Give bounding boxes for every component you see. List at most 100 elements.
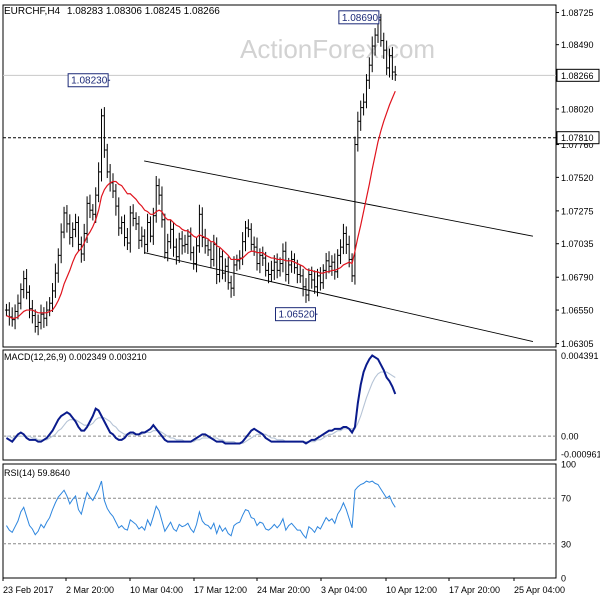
channel-lower-line <box>144 252 534 342</box>
price-bar <box>169 219 173 249</box>
price-bar <box>344 226 348 254</box>
price-bar <box>232 256 236 297</box>
price-annotations: 1.08690 1.08230 1.06520 <box>67 10 381 322</box>
price-bar <box>382 32 386 59</box>
panel-frame-1 <box>2 349 557 461</box>
price-bar <box>140 226 144 248</box>
x-tick-label: 3 Apr 04:00 <box>321 585 367 595</box>
price-bar <box>336 249 340 278</box>
price-bar <box>364 74 368 109</box>
price-bar <box>370 36 374 73</box>
level-box <box>556 131 600 145</box>
price-bar <box>304 278 308 303</box>
rsi-plot: 100 70 30 0 <box>3 460 576 584</box>
x-tick-label: 23 Feb 2017 <box>3 585 54 595</box>
price-bar <box>48 297 52 317</box>
price-bar <box>318 267 322 291</box>
price-bar <box>350 253 354 283</box>
price-bar <box>362 93 366 116</box>
price-bar <box>385 40 389 75</box>
price-bar <box>42 307 46 328</box>
price-bar <box>99 108 103 182</box>
x-tick-label: 10 Apr 12:00 <box>386 585 437 595</box>
price-bar <box>45 301 49 327</box>
level-label: 1.07810 <box>561 133 594 143</box>
annotation-box <box>67 73 109 88</box>
price-bar <box>166 233 170 262</box>
price-bar <box>183 234 187 253</box>
price-bar <box>180 231 184 255</box>
price-bars <box>4 11 397 336</box>
price-tick-label: 1.07520 <box>561 173 594 183</box>
symbol-label: EURCHF,H4 <box>4 6 61 17</box>
chart-title: EURCHF,H4 1.08283 1.08306 1.08245 1.0826… <box>4 6 220 17</box>
price-bar <box>292 253 296 274</box>
macd-plot: 0.004391 0.00 -0.000961 <box>3 351 600 459</box>
price-bar <box>197 204 201 253</box>
annotation-label: 1.08690 <box>342 13 379 24</box>
price-bar <box>134 212 138 231</box>
price-bar <box>148 216 152 243</box>
price-bar <box>353 136 357 285</box>
price-bar <box>186 229 190 254</box>
price-bar <box>272 255 276 280</box>
panel-frames <box>2 4 557 579</box>
price-bar <box>39 304 43 330</box>
price-bar <box>290 250 294 273</box>
price-bar <box>68 214 72 245</box>
price-bar <box>97 162 101 203</box>
price-bar <box>30 299 34 324</box>
moving-average <box>6 90 396 319</box>
price-bar <box>102 107 106 158</box>
price-bar <box>62 206 66 239</box>
price-bar <box>36 314 40 336</box>
price-y-axis: 1.08725 1.08490 1.08020 1.07760 1.07520 1.072… <box>556 8 600 349</box>
price-bar <box>53 263 57 298</box>
annotation-label: 1.08230 <box>71 76 108 87</box>
price-bar <box>287 257 291 285</box>
price-bar <box>379 13 383 47</box>
panel-frame-0 <box>2 4 557 348</box>
x-tick-label: 2 Mar 20:00 <box>66 585 114 595</box>
trend-channel <box>144 160 534 342</box>
price-bar <box>264 251 268 277</box>
price-bar <box>117 197 121 236</box>
x-tick-label: 17 Apr 20:00 <box>449 585 500 595</box>
price-bar <box>218 247 222 283</box>
price-bar <box>333 253 337 280</box>
price-bar <box>157 178 161 205</box>
x-tick-label: 24 Mar 20:00 <box>257 585 310 595</box>
price-bar <box>275 253 279 279</box>
macd-title: MACD(12,26,9) 0.002349 0.003210 <box>4 352 147 362</box>
price-bar <box>74 213 78 238</box>
watermark: ActionForex.com <box>240 34 435 64</box>
price-bar <box>163 213 167 259</box>
price-bar <box>195 237 199 273</box>
macd-tick-label: 0.004391 <box>561 351 599 361</box>
channel-upper-line <box>144 160 534 237</box>
macd-signal-line <box>6 371 396 445</box>
price-bar <box>223 258 227 282</box>
price-tick-label: 1.08725 <box>561 8 594 18</box>
current-price-box <box>556 68 600 82</box>
price-bar <box>160 186 164 228</box>
price-bar <box>22 270 26 299</box>
x-tick-label: 25 Apr 04:00 <box>514 585 565 595</box>
price-bar <box>281 243 285 273</box>
price-bar <box>137 216 141 250</box>
price-bar <box>27 285 31 319</box>
price-tick-label: 1.08490 <box>561 40 594 50</box>
price-bar <box>327 251 331 274</box>
price-bar <box>235 254 239 272</box>
price-bar <box>94 187 98 224</box>
price-bar <box>192 246 196 270</box>
price-bar <box>324 252 328 280</box>
price-bar <box>4 303 8 317</box>
price-bar <box>209 242 213 269</box>
price-bar <box>267 262 271 284</box>
x-axis: 23 Feb 2017 2 Mar 20:00 10 Mar 04:00 17 Mar… <box>2 578 565 595</box>
annotation-box <box>275 307 317 322</box>
price-bar <box>200 207 204 248</box>
